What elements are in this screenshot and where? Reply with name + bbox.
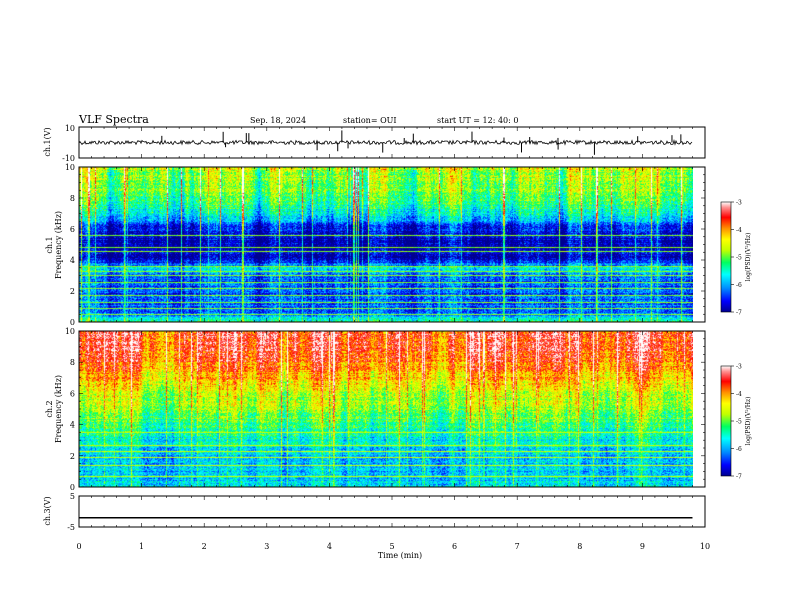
colorbar-tick-label: -3 [736, 364, 742, 371]
y-tick-label: 0 [70, 318, 75, 327]
ch1-colorbar-gradient [720, 201, 732, 313]
x-tick-label: 7 [515, 542, 520, 551]
y-tick-label: 4 [70, 421, 75, 430]
x-tick-label: 10 [700, 542, 710, 551]
x-ticks [78, 127, 706, 527]
ch1-waveform-panel: 10 -10 ch.1(V) [43, 124, 706, 163]
x-axis-label: Time (min) [378, 551, 422, 560]
ch1-frequency-ylabel: Frequency (kHz) [54, 211, 63, 279]
y-tick-label: 6 [70, 225, 75, 234]
y-tick-label: 10 [65, 327, 75, 336]
x-tick-label: 2 [202, 542, 207, 551]
ch1-ytick-max: 10 [65, 124, 75, 133]
colorbar-tick-label: -4 [736, 227, 742, 234]
ch2-channel-label: ch.2 [45, 400, 54, 417]
station-label: station= OUI [343, 116, 397, 125]
x-tick-label: 5 [389, 542, 394, 551]
y-tick-label: 4 [70, 256, 75, 265]
ch2-colorbar-ticks: -3 -4 -5 -6 -7 [731, 364, 742, 481]
ch2-frequency-ylabel: Frequency (kHz) [54, 375, 63, 443]
colorbar-tick-label: -7 [736, 310, 742, 317]
ch1-spectrogram-yticks: 0 2 4 6 8 10 [65, 163, 705, 327]
ch2-colorbar: -3 -4 -5 -6 -7 log(PSD)(V²/Hz) [720, 364, 752, 481]
x-tick-label: 0 [76, 542, 81, 551]
y-tick-label: 8 [70, 194, 75, 203]
ch1-colorbar: -3 -4 -5 -6 -7 log(PSD)(V²/Hz) [720, 200, 752, 317]
ch2-spectrogram-yticks: 0 2 4 6 8 10 [65, 327, 705, 492]
ch3-waveform-panel: 5 -5 ch.3(V) [43, 492, 706, 532]
ch3-ytick-min: -5 [67, 523, 75, 532]
ch3-waveform-ylabel: ch.3(V) [43, 496, 52, 525]
x-tick-label: 9 [640, 542, 645, 551]
x-tick-label: 1 [139, 542, 144, 551]
ch1-ytick-min: -10 [62, 154, 75, 163]
ch1-waveform-trace [78, 138, 693, 146]
colorbar-tick-label: -3 [736, 200, 742, 207]
y-tick-label: 6 [70, 389, 75, 398]
x-tick-label: 4 [327, 542, 332, 551]
colorbar-tick-label: -7 [736, 474, 742, 481]
y-tick-label: 2 [70, 452, 75, 461]
ch3-ytick-max: 5 [70, 492, 75, 501]
y-tick-label: 2 [70, 287, 75, 296]
y-tick-label: 8 [70, 358, 75, 367]
ch1-spikes [161, 130, 682, 155]
ch1-spectrogram-image [79, 167, 693, 322]
y-tick-label: 0 [70, 483, 75, 492]
colorbar-tick-label: -6 [736, 446, 742, 453]
ch2-colorbar-label: log(PSD)(V²/Hz) [745, 397, 752, 446]
x-tick-label: 6 [452, 542, 457, 551]
colorbar-tick-label: -5 [736, 419, 742, 426]
ch1-colorbar-ticks: -3 -4 -5 -6 -7 [731, 200, 742, 317]
x-tick-labels: 0 1 2 3 4 5 6 7 8 9 10 [76, 542, 710, 551]
figure-title: VLF Spectra [78, 113, 149, 126]
ch2-colorbar-gradient [720, 365, 732, 477]
ch2-spectrogram-image [79, 331, 693, 487]
colorbar-tick-label: -4 [736, 391, 742, 398]
colorbar-tick-label: -5 [736, 255, 742, 262]
ch1-waveform-ylabel: ch.1(V) [43, 127, 52, 156]
ch1-colorbar-label: log(PSD)(V²/Hz) [745, 233, 752, 282]
ch1-channel-label: ch.1 [45, 236, 54, 253]
ch3-waveform-frame [78, 495, 706, 528]
ch1-spectrogram-panel: 0 2 4 6 8 10 ch.1 Frequency (kHz) [45, 163, 706, 327]
y-tick-label: 10 [65, 163, 75, 172]
x-tick-label: 8 [577, 542, 582, 551]
x-tick-label: 3 [264, 542, 269, 551]
colorbar-tick-label: -6 [736, 282, 742, 289]
date-label: Sep. 18, 2024 [250, 116, 306, 125]
ch2-spectrogram-panel: 0 2 4 6 8 10 ch.2 Frequency (kHz) [45, 327, 706, 492]
start-time-label: start UT = 12: 40: 0 [437, 116, 518, 125]
